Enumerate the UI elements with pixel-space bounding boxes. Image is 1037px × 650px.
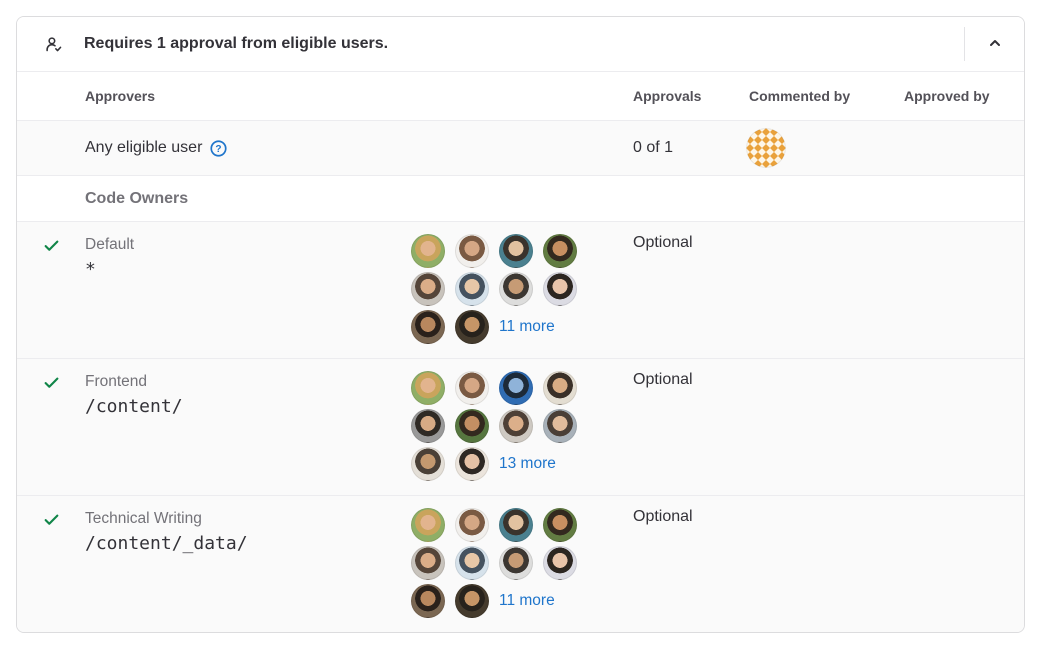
approval-rule-row: Frontend /content/ 13 more Optional <box>17 359 1024 496</box>
rule-name-cell: Frontend /content/ <box>85 371 411 485</box>
approved-check-icon <box>43 237 60 348</box>
approver-avatars: 11 more <box>411 234 597 348</box>
rule-check-cell <box>17 508 85 622</box>
rule-name-cell: Default * <box>85 234 411 348</box>
any-eligible-user-label: Any eligible user <box>85 139 203 156</box>
approval-rules-panel: Requires 1 approval from eligible users.… <box>16 16 1025 633</box>
rule-approved-by-cell <box>904 508 1024 622</box>
user-check-icon <box>45 36 62 53</box>
approver-avatar[interactable] <box>499 546 533 580</box>
approver-avatar[interactable] <box>499 508 533 542</box>
approver-avatar[interactable] <box>455 272 489 306</box>
rule-commented-by-cell <box>749 234 904 348</box>
rule-avatars-cell: 11 more <box>411 234 633 348</box>
approver-avatar[interactable] <box>499 409 533 443</box>
approver-avatar[interactable] <box>543 409 577 443</box>
rule-approvals-status: Optional <box>633 371 693 388</box>
summary-label-cell: Any eligible user ? <box>85 139 411 157</box>
summary-check-spacer <box>17 147 85 150</box>
rule-avatars-cell: 13 more <box>411 371 633 485</box>
rule-name: Default <box>85 236 135 253</box>
panel-title: Requires 1 approval from eligible users. <box>84 35 389 52</box>
table-header-row: Approvers Approvals Commented by Approve… <box>17 72 1024 121</box>
rule-name-cell: Technical Writing /content/_data/ <box>85 508 411 622</box>
code-owners-label: Code Owners <box>85 189 189 207</box>
rule-name: Frontend <box>85 373 148 390</box>
approver-avatar[interactable] <box>411 234 445 268</box>
rule-name: Technical Writing <box>85 510 202 527</box>
approver-avatar[interactable] <box>411 310 445 344</box>
approvals-count: 0 of 1 <box>633 139 674 156</box>
any-eligible-user-row: Any eligible user ? 0 of 1 <box>17 121 1024 176</box>
rule-path: /content/_data/ <box>85 532 248 554</box>
rule-approvals-status: Optional <box>633 508 693 525</box>
rule-commented-by-cell <box>749 371 904 485</box>
show-more-approvers-link[interactable]: 11 more <box>499 318 555 335</box>
approver-avatar[interactable] <box>543 234 577 268</box>
approver-avatar[interactable] <box>455 508 489 542</box>
collapse-button[interactable] <box>965 17 1024 72</box>
rule-path: * <box>85 258 96 280</box>
help-question-icon[interactable]: ? <box>210 139 227 157</box>
approval-rule-row: Default * 11 more Optional <box>17 222 1024 359</box>
approver-avatars: 11 more <box>411 508 597 622</box>
approval-rule-row: Technical Writing /content/_data/ 11 mor… <box>17 496 1024 632</box>
approver-avatars: 13 more <box>411 371 597 485</box>
rule-approved-by-cell <box>904 234 1024 348</box>
panel-header: Requires 1 approval from eligible users. <box>17 17 1024 72</box>
rule-avatars-cell: 11 more <box>411 508 633 622</box>
approver-avatar[interactable] <box>499 234 533 268</box>
approver-avatar[interactable] <box>543 272 577 306</box>
column-header-commented-by: Commented by <box>749 88 851 104</box>
column-header-approvals: Approvals <box>633 88 702 104</box>
approver-avatar[interactable] <box>455 371 489 405</box>
approver-avatar[interactable] <box>499 272 533 306</box>
approver-avatar[interactable] <box>455 584 489 618</box>
column-header-approvers: Approvers <box>85 88 156 104</box>
rule-approved-by-cell <box>904 371 1024 485</box>
show-more-approvers-link[interactable]: 13 more <box>499 455 556 472</box>
chevron-up-icon <box>987 35 1003 54</box>
show-more-approvers-link[interactable]: 11 more <box>499 592 555 609</box>
rules-container: Default * 11 more Optional Frontend /con… <box>17 222 1024 632</box>
column-header-approved-by: Approved by <box>904 88 990 104</box>
approver-avatar[interactable] <box>543 546 577 580</box>
approved-check-icon <box>43 511 60 622</box>
approver-avatar[interactable] <box>411 546 445 580</box>
approver-avatar[interactable] <box>543 371 577 405</box>
rule-path: /content/ <box>85 395 183 417</box>
header-divider <box>964 27 965 61</box>
approver-avatar[interactable] <box>455 234 489 268</box>
approver-avatar[interactable] <box>411 584 445 618</box>
commented-by-cell <box>746 128 904 168</box>
rule-commented-by-cell <box>749 508 904 622</box>
rule-approvals-status: Optional <box>633 234 693 251</box>
approver-avatar[interactable] <box>543 508 577 542</box>
code-owners-section-row: Code Owners <box>17 176 1024 222</box>
approver-avatar[interactable] <box>411 272 445 306</box>
rule-check-cell <box>17 371 85 485</box>
commenter-identicon-avatar[interactable] <box>746 128 786 168</box>
approver-avatar[interactable] <box>455 447 489 481</box>
approver-avatar[interactable] <box>411 508 445 542</box>
rule-check-cell <box>17 234 85 348</box>
approver-avatar[interactable] <box>499 371 533 405</box>
approver-avatar[interactable] <box>455 546 489 580</box>
svg-text:?: ? <box>216 144 222 155</box>
approver-avatar[interactable] <box>411 409 445 443</box>
approver-avatar[interactable] <box>411 371 445 405</box>
approver-avatar[interactable] <box>455 409 489 443</box>
approver-avatar[interactable] <box>411 447 445 481</box>
approver-avatar[interactable] <box>455 310 489 344</box>
approved-check-icon <box>43 374 60 485</box>
